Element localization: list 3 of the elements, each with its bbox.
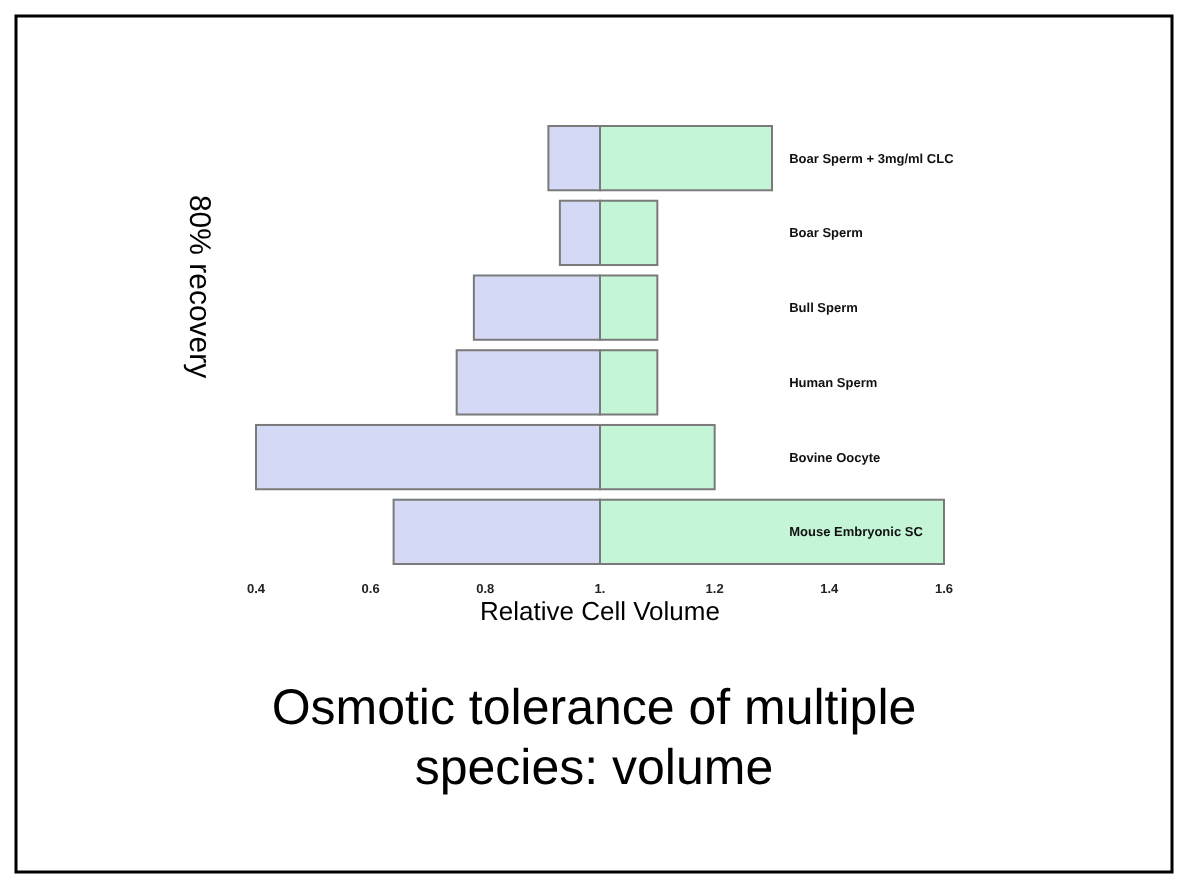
y-axis-title: 80% recovery bbox=[182, 194, 216, 380]
text: Osmotic tolerance of multiple species: volume bbox=[271, 680, 917, 796]
x-axis-title: Relative Cell Volume bbox=[480, 596, 720, 626]
